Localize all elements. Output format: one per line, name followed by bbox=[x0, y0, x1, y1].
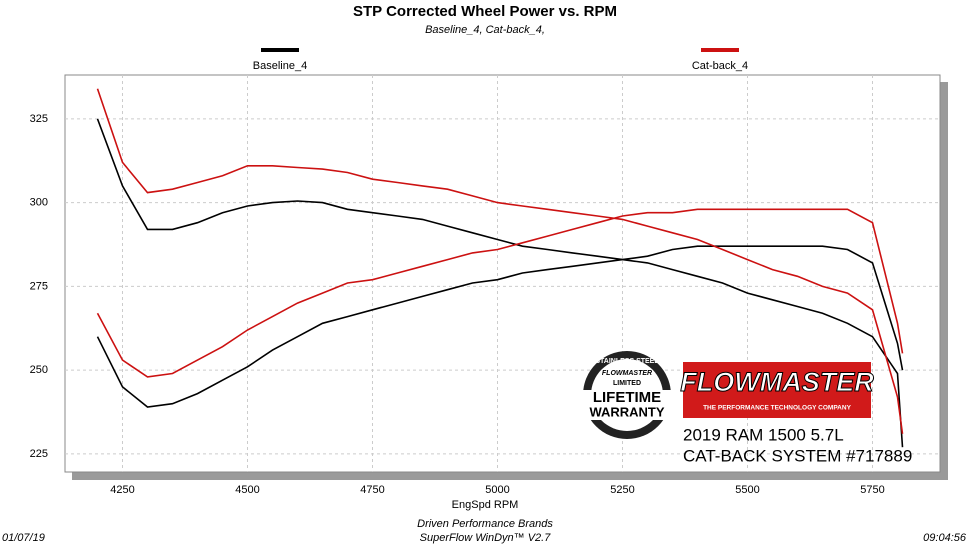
badge-top: STAINLESS STEEL bbox=[595, 358, 659, 365]
y-tick-label: 300 bbox=[30, 197, 48, 209]
logo-brand: FLOWMASTER bbox=[680, 367, 874, 397]
system-text: CAT-BACK SYSTEM #717889 bbox=[683, 446, 912, 465]
badge-band bbox=[578, 390, 676, 420]
vehicle-text: 2019 RAM 1500 5.7L bbox=[683, 425, 844, 444]
x-tick-label: 4750 bbox=[360, 484, 384, 496]
y-tick-label: 275 bbox=[30, 280, 48, 292]
x-tick-label: 5250 bbox=[610, 484, 634, 496]
x-tick-label: 5500 bbox=[735, 484, 759, 496]
series-line bbox=[96, 118, 904, 448]
footer-time: 09:04:56 bbox=[923, 532, 967, 544]
badge-lifetime: LIFETIME bbox=[593, 389, 661, 406]
x-tick-label: 4250 bbox=[110, 484, 134, 496]
legend-label: Cat-back_4 bbox=[692, 60, 748, 72]
y-tick-label: 225 bbox=[30, 448, 48, 460]
badge-limited: LIMITED bbox=[613, 380, 641, 387]
chart-subtitle: Baseline_4, Cat-back_4, bbox=[425, 24, 545, 36]
legend-label: Baseline_4 bbox=[253, 60, 307, 72]
lines bbox=[96, 88, 904, 448]
footer-company: Driven Performance Brands bbox=[417, 518, 553, 530]
badge-warranty: WARRANTY bbox=[589, 404, 664, 419]
badge-brand: FLOWMASTER bbox=[602, 370, 652, 377]
logo-tagline: THE PERFORMANCE TECHNOLOGY COMPANY bbox=[703, 405, 851, 412]
series-line bbox=[96, 88, 904, 434]
x-tick-label: 5000 bbox=[485, 484, 509, 496]
series-line bbox=[96, 245, 904, 408]
footer-date: 01/07/19 bbox=[2, 532, 45, 544]
warranty-badge: STAINLESS STEEL FLOWMASTER LIMITED LIFET… bbox=[578, 351, 676, 439]
series-line bbox=[96, 208, 904, 378]
x-tick-label: 4500 bbox=[235, 484, 259, 496]
chart-title: STP Corrected Wheel Power vs. RPM bbox=[353, 3, 617, 20]
x-tick-label: 5750 bbox=[860, 484, 884, 496]
logo-box bbox=[683, 362, 871, 418]
y-tick-label: 325 bbox=[30, 113, 48, 125]
y-tick-label: 250 bbox=[30, 364, 48, 376]
flowmaster-logo: FLOWMASTER THE PERFORMANCE TECHNOLOGY CO… bbox=[680, 362, 912, 465]
footer-software: SuperFlow WinDyn™ V2.7 bbox=[420, 532, 552, 544]
x-axis-label: EngSpd RPM bbox=[452, 499, 519, 511]
